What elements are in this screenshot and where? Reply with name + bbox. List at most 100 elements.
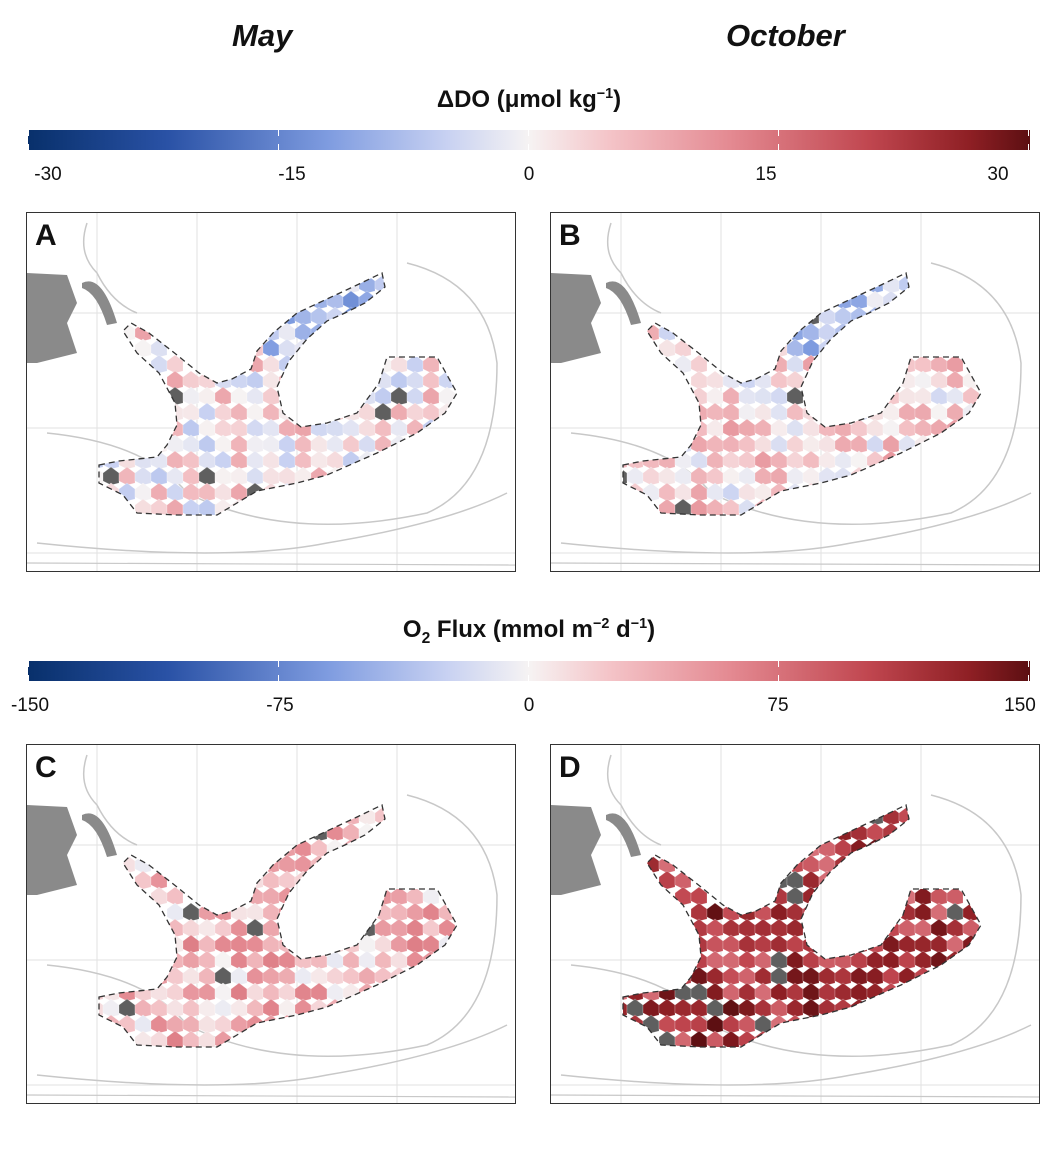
grid-cell — [834, 322, 852, 342]
grid-cell — [802, 998, 820, 1018]
grid-cell — [214, 966, 232, 986]
column-header-may: May — [232, 18, 293, 53]
grid-cell — [342, 806, 360, 826]
grid-cell — [882, 450, 900, 470]
grid-cell — [786, 902, 804, 922]
grid-cell — [294, 434, 312, 454]
colorbar-tick-label: 75 — [767, 695, 789, 716]
grid-cell — [658, 466, 676, 486]
grid-cell — [182, 1014, 200, 1034]
grid-cell — [150, 966, 168, 986]
grid-cell — [422, 354, 440, 374]
grid-cell — [658, 498, 676, 515]
grid-cell — [706, 482, 724, 502]
grid-cell — [642, 482, 660, 502]
grid-cell — [422, 902, 440, 922]
grid-cell — [866, 434, 884, 454]
grid-cell — [658, 854, 676, 874]
grid-cell — [754, 354, 772, 374]
grid-cell — [706, 1030, 724, 1047]
grid-cell — [374, 902, 392, 922]
grid-cell — [262, 966, 280, 986]
grid-cell — [674, 498, 692, 515]
grid-cell — [134, 450, 152, 470]
grid-cell — [198, 918, 216, 938]
grid-cell — [134, 1030, 152, 1047]
grid-cell — [294, 966, 312, 986]
grid-cell — [850, 966, 868, 986]
grid-cell — [438, 402, 456, 422]
grid-cell — [246, 966, 264, 986]
grid-cell — [358, 950, 376, 970]
grid-cell — [230, 354, 248, 374]
grid-cell — [310, 418, 328, 438]
grid-cell — [214, 950, 232, 970]
grid-cell — [722, 402, 740, 422]
grid-cell — [706, 1014, 724, 1034]
grid-cell — [914, 902, 932, 922]
grid-cell — [358, 434, 376, 454]
colorbar-tick-mark — [278, 675, 279, 681]
grid-cell — [342, 950, 360, 970]
grid-cell — [134, 466, 152, 486]
grid-cell — [326, 290, 344, 310]
grid-cell — [262, 402, 280, 422]
grid-cell — [358, 418, 376, 438]
grid-cell — [962, 402, 980, 422]
coastline — [606, 754, 662, 846]
grid-cell — [358, 290, 376, 310]
grid-cell — [786, 370, 804, 390]
grid-cell — [898, 418, 916, 438]
grid-cell — [118, 466, 136, 486]
depth-contour — [36, 492, 508, 554]
grid-cell — [722, 934, 740, 954]
grid-cell — [326, 982, 344, 1002]
grid-cell — [882, 418, 900, 438]
grid-cell — [866, 418, 884, 438]
colorbar-tick-mark — [528, 675, 529, 681]
grid-cell — [722, 450, 740, 470]
colorbar-tick-mark — [528, 661, 529, 667]
grid-cell — [706, 466, 724, 486]
grid-cell — [374, 370, 392, 390]
grid-cell — [230, 982, 248, 1002]
grid-cell — [230, 902, 248, 922]
grid-cell — [754, 418, 772, 438]
grid-cell — [150, 434, 168, 454]
grid-cell — [786, 1014, 804, 1034]
grid-cell — [358, 806, 376, 826]
grid-cell — [930, 902, 948, 922]
grid-cell — [706, 402, 724, 422]
grid-cell — [658, 870, 676, 890]
depth-contour — [27, 562, 515, 566]
grid-cell — [786, 434, 804, 454]
grid-cell — [246, 998, 264, 1018]
grid-cell — [706, 498, 724, 515]
grid-cell — [278, 370, 296, 390]
grid-cell — [358, 273, 376, 278]
grid-cell — [422, 370, 440, 390]
grid-cells — [99, 805, 456, 1047]
grid-cell — [786, 934, 804, 954]
grid-cell — [310, 998, 328, 1018]
grid-cell — [786, 354, 804, 374]
grid-cell — [802, 450, 820, 470]
grid-cell — [214, 386, 232, 406]
grid-cell — [390, 886, 408, 906]
grid-cell — [642, 1014, 660, 1034]
grid-cell — [722, 434, 740, 454]
grid-cell — [134, 338, 152, 358]
grid-cell — [866, 934, 884, 954]
grid-cell — [214, 934, 232, 954]
grid-cell — [658, 1014, 676, 1034]
grid-cell — [690, 354, 708, 374]
grid-cell — [898, 450, 916, 470]
grid-cell — [850, 290, 868, 310]
grid-cell — [850, 934, 868, 954]
grid-cell — [898, 902, 916, 922]
grid-cell — [374, 950, 392, 970]
colorbar-tick-label: -15 — [278, 164, 306, 185]
grid-cell — [406, 902, 424, 922]
grid-cell — [118, 998, 136, 1018]
grid-cell — [674, 870, 692, 890]
